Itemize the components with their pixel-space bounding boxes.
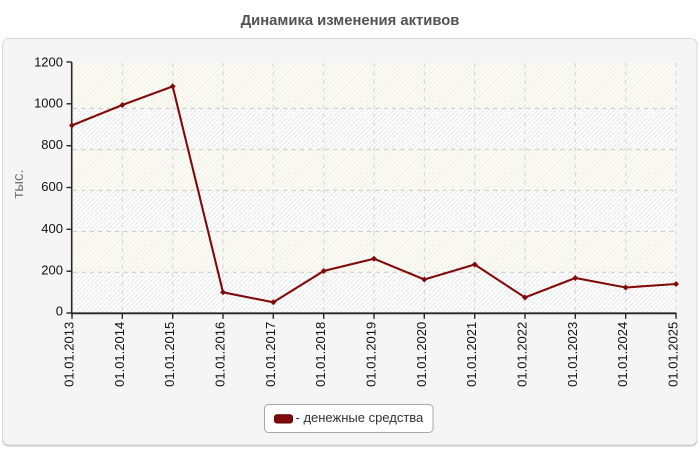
svg-text:01.01.2014: 01.01.2014	[112, 322, 127, 387]
svg-text:01.01.2024: 01.01.2024	[615, 322, 630, 387]
svg-text:1000: 1000	[34, 95, 63, 110]
svg-text:01.01.2015: 01.01.2015	[162, 322, 177, 387]
svg-text:200: 200	[41, 263, 63, 278]
svg-text:01.01.2019: 01.01.2019	[364, 322, 379, 387]
svg-text:Динамика изменения активов: Динамика изменения активов	[241, 13, 460, 29]
svg-text:0: 0	[56, 304, 63, 319]
svg-text:- денежные средства: - денежные средства	[296, 410, 425, 425]
svg-text:01.01.2025: 01.01.2025	[666, 322, 681, 387]
svg-text:01.01.2021: 01.01.2021	[464, 322, 479, 387]
svg-text:01.01.2018: 01.01.2018	[313, 322, 328, 387]
svg-text:1200: 1200	[34, 55, 63, 70]
svg-text:01.01.2023: 01.01.2023	[565, 322, 580, 387]
svg-text:01.01.2020: 01.01.2020	[414, 322, 429, 387]
svg-text:800: 800	[41, 137, 63, 152]
svg-text:01.01.2016: 01.01.2016	[213, 322, 228, 387]
svg-text:тыс.: тыс.	[10, 169, 27, 198]
svg-text:01.01.2022: 01.01.2022	[515, 322, 530, 387]
svg-text:01.01.2013: 01.01.2013	[62, 322, 77, 387]
svg-text:01.01.2017: 01.01.2017	[263, 322, 278, 387]
svg-text:400: 400	[41, 221, 63, 236]
svg-text:600: 600	[41, 179, 63, 194]
